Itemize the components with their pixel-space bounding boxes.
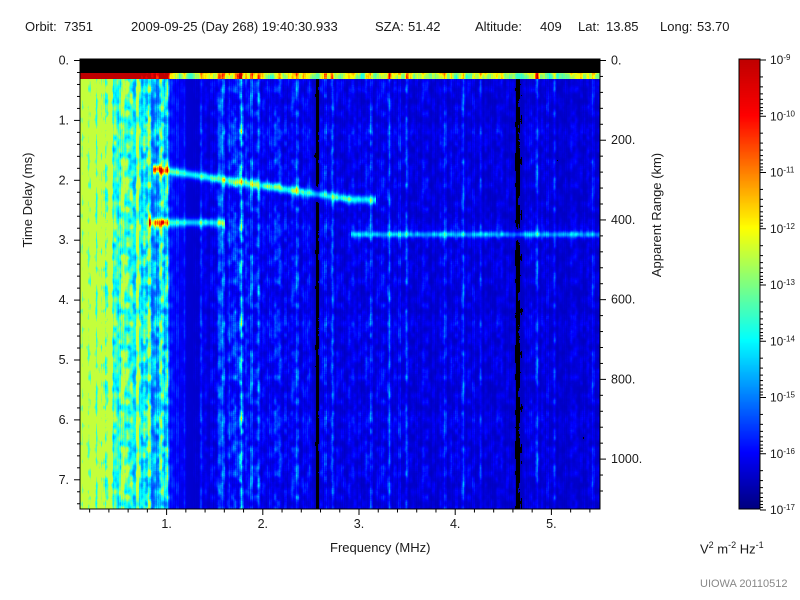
svg-text:0.: 0. xyxy=(611,54,621,68)
svg-text:10-14: 10-14 xyxy=(770,334,795,349)
svg-text:5.: 5. xyxy=(59,353,69,367)
svg-text:600.: 600. xyxy=(611,293,635,307)
svg-text:200.: 200. xyxy=(611,133,635,147)
svg-text:6.: 6. xyxy=(59,413,69,427)
svg-text:0.: 0. xyxy=(59,54,69,68)
svg-text:10-11: 10-11 xyxy=(770,165,795,180)
svg-text:2.: 2. xyxy=(59,173,69,187)
svg-text:400.: 400. xyxy=(611,213,635,227)
svg-text:7.: 7. xyxy=(59,473,69,487)
svg-text:4.: 4. xyxy=(59,293,69,307)
svg-text:1.: 1. xyxy=(161,517,171,531)
svg-text:10-15: 10-15 xyxy=(770,390,795,405)
svg-text:1.: 1. xyxy=(59,113,69,127)
svg-text:4.: 4. xyxy=(450,517,460,531)
svg-text:3.: 3. xyxy=(354,517,364,531)
svg-text:5.: 5. xyxy=(546,517,556,531)
svg-text:1000.: 1000. xyxy=(611,452,642,466)
svg-text:10-12: 10-12 xyxy=(770,221,795,236)
svg-text:10-17: 10-17 xyxy=(770,503,795,518)
svg-text:10-10: 10-10 xyxy=(770,109,795,124)
svg-text:10-16: 10-16 xyxy=(770,446,795,461)
svg-text:2.: 2. xyxy=(258,517,268,531)
svg-text:3.: 3. xyxy=(59,233,69,247)
svg-text:10-9: 10-9 xyxy=(770,53,791,68)
svg-text:800.: 800. xyxy=(611,372,635,386)
svg-text:10-13: 10-13 xyxy=(770,278,795,293)
